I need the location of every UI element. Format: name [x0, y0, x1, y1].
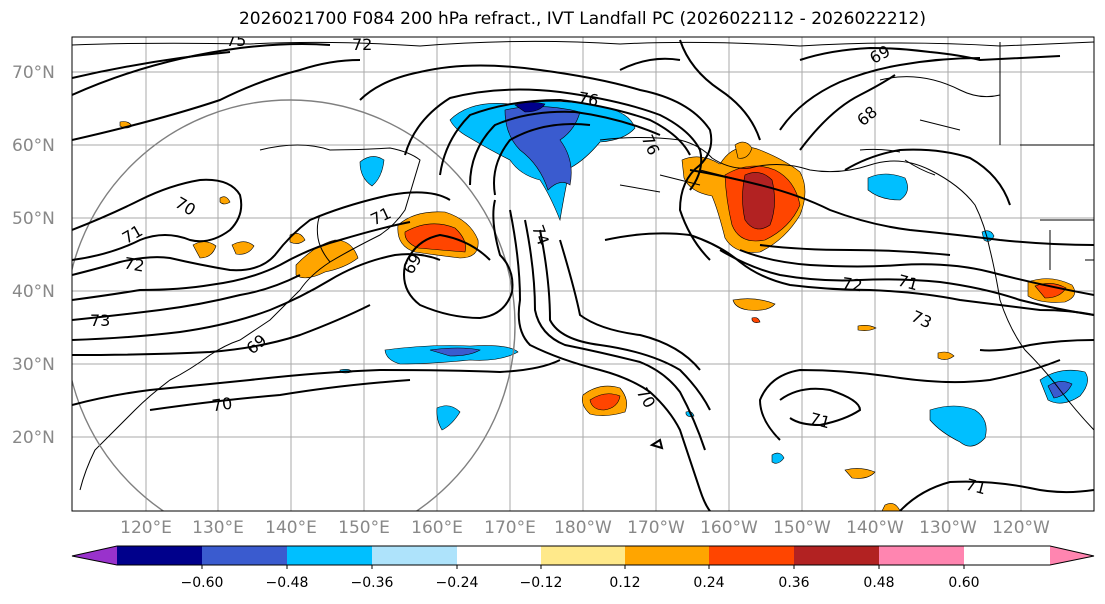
lon-label: 140°W	[846, 518, 904, 538]
lon-label: 120°W	[992, 518, 1050, 538]
lon-label: 150°E	[338, 518, 390, 538]
contour-label: 75	[226, 31, 246, 50]
colorbar-bin	[625, 546, 709, 565]
latitude-labels: 70°N 60°N 50°N 40°N 30°N 20°N	[12, 63, 55, 448]
contour-label: 71	[896, 271, 921, 295]
coastlines	[72, 40, 1094, 491]
colorbar-bin	[541, 546, 625, 565]
colorbar-under-extend	[72, 546, 117, 565]
colorbar-tick-label: −0.24	[436, 575, 479, 591]
lat-label-20n: 20°N	[12, 428, 55, 448]
lat-label-50n: 50°N	[12, 209, 55, 229]
colorbar-bin	[202, 546, 287, 565]
colorbar-bin	[117, 546, 202, 565]
colorbar-tick-label: −0.36	[351, 575, 394, 591]
colorbar-bin	[287, 546, 372, 565]
colorbar-tick-label: 0.12	[609, 575, 640, 591]
colorbar-bin	[964, 546, 1050, 565]
colorbar-bin	[794, 546, 879, 565]
contour-label: 72	[123, 253, 146, 275]
lat-label-40n: 40°N	[12, 282, 55, 302]
colorbar-tick-label: 0.48	[863, 575, 894, 591]
lon-label: 180°W	[554, 518, 612, 538]
map-frame	[71, 36, 1095, 512]
lon-label: 170°W	[627, 518, 685, 538]
contour-label: 72	[841, 274, 864, 296]
contour-label: 72	[352, 35, 372, 54]
lon-label: 150°W	[773, 518, 831, 538]
colorbar-over-extend	[1050, 546, 1094, 565]
colorbar-bin	[879, 546, 964, 565]
colorbar-tick-label: 0.24	[693, 575, 724, 591]
lat-label-30n: 30°N	[12, 355, 55, 375]
lon-label: 130°E	[192, 518, 244, 538]
refractivity-contours	[72, 39, 1094, 511]
contour-label: 73	[90, 311, 110, 330]
lat-label-70n: 70°N	[12, 63, 55, 83]
lon-label: 130°W	[919, 518, 977, 538]
reference-circle	[72, 99, 516, 511]
lon-label: 160°E	[411, 518, 463, 538]
colorbar-bin	[457, 546, 541, 565]
contour-label: 70	[211, 394, 234, 416]
contour-label: 76	[577, 88, 600, 110]
colorbar-tick-label: −0.48	[266, 575, 309, 591]
colorbar-tick-label: −0.12	[520, 575, 563, 591]
colorbar-bin	[709, 546, 794, 565]
lat-label-60n: 60°N	[12, 136, 55, 156]
graticule	[72, 37, 1094, 511]
colorbar-tick-label: 0.36	[778, 575, 809, 591]
negative-shading	[339, 101, 1088, 464]
lon-label: 120°E	[120, 518, 172, 538]
contour-label: 71	[808, 409, 833, 433]
lon-label: 160°W	[700, 518, 758, 538]
longitude-labels: 120°E 130°E 140°E 150°E 160°E 170°E 180°…	[120, 518, 1050, 538]
contour-label: 71	[964, 475, 989, 499]
colorbar-bin	[372, 546, 457, 565]
lon-label: 140°E	[265, 518, 317, 538]
colorbar-tick-label: 0.60	[948, 575, 979, 591]
map-title: 2026021700 F084 200 hPa refract., IVT La…	[238, 9, 926, 29]
lon-label: 170°E	[484, 518, 536, 538]
colorbar-tick-label: −0.60	[181, 575, 224, 591]
colorbar: −0.60 −0.48 −0.36 −0.24 −0.12 0.12 0.24 …	[71, 545, 1095, 591]
